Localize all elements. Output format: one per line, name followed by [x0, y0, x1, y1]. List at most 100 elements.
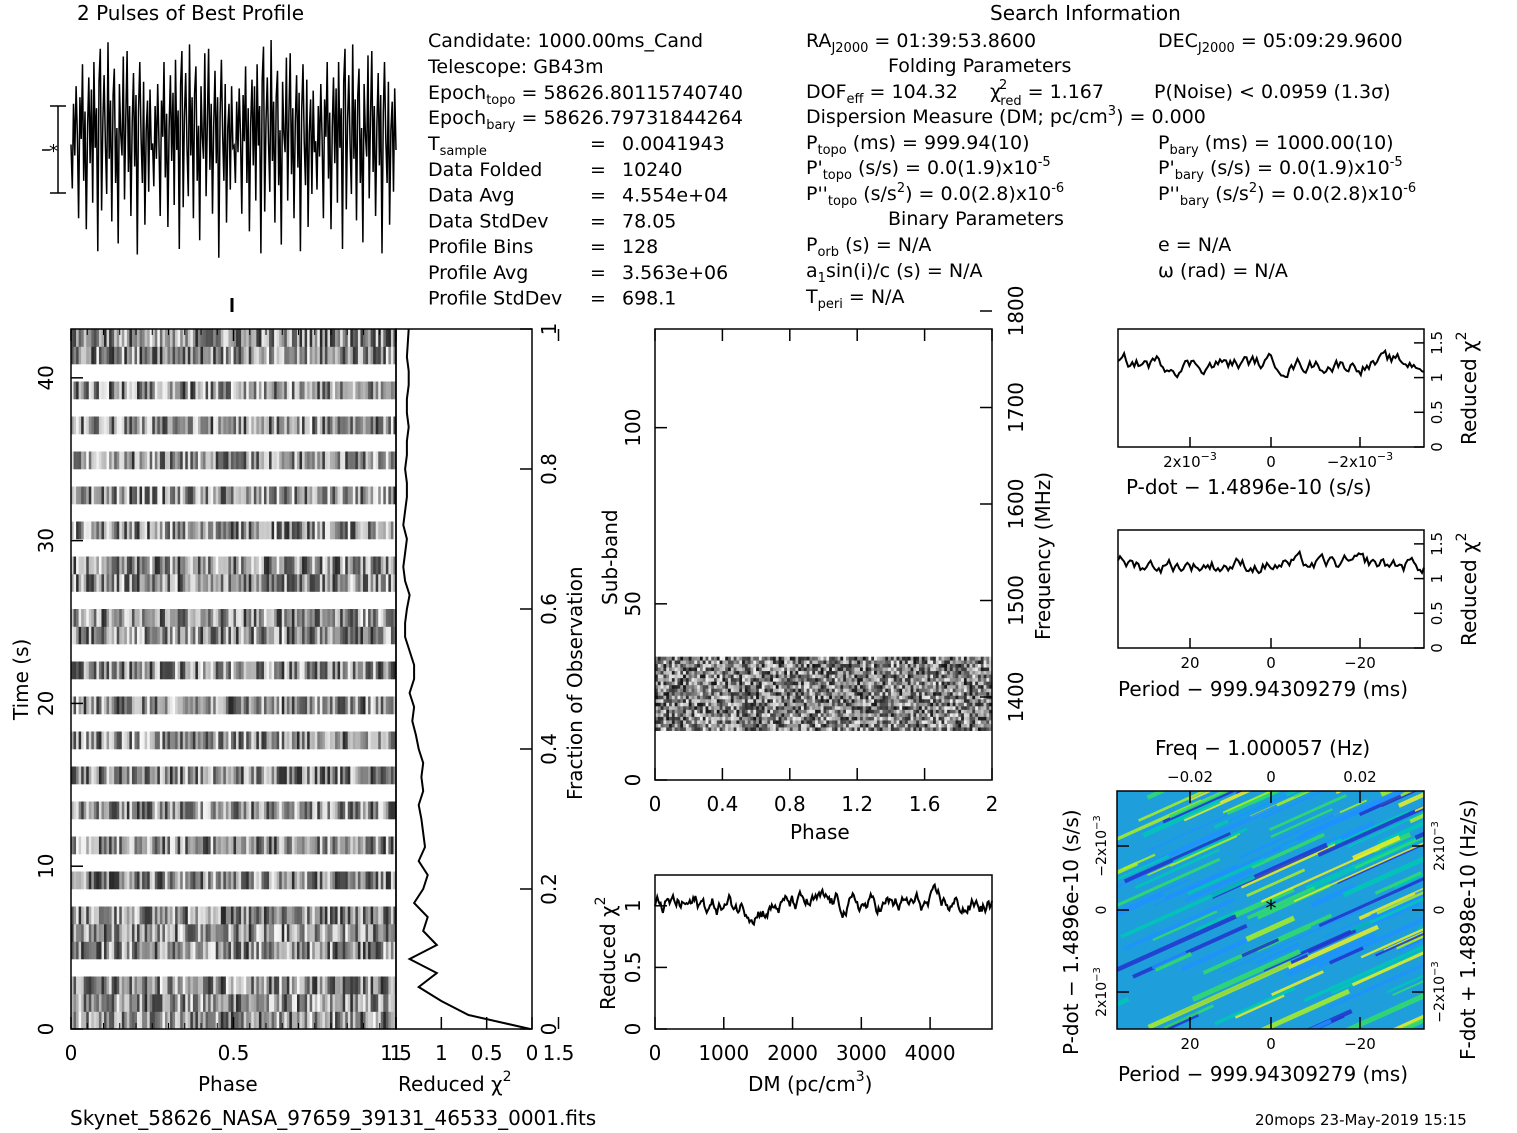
subband-cell	[663, 688, 667, 693]
subband-cell	[685, 684, 689, 689]
subband-cell	[820, 684, 824, 689]
time-phase-cell	[159, 381, 163, 400]
subband-cell	[655, 716, 659, 721]
subband-cell	[944, 709, 948, 714]
subband-cell	[801, 691, 805, 696]
time-phase-cell	[269, 906, 272, 925]
time-phase-cell	[246, 416, 250, 435]
subband-cell	[930, 720, 934, 724]
time-phase-cell	[106, 836, 110, 855]
subband-cell	[952, 720, 956, 724]
time-phase-cell	[76, 924, 79, 942]
time-phase-cell	[175, 836, 178, 855]
subband-cell	[786, 713, 791, 717]
time-phase-cell	[200, 924, 204, 942]
time-phase-cell	[167, 801, 171, 820]
subband-cell	[764, 684, 768, 689]
subband-cell	[792, 723, 796, 728]
time-phase-cell	[220, 556, 224, 575]
time-phase-cell	[225, 574, 229, 592]
time-phase-cell	[78, 871, 82, 890]
subband-cell	[899, 684, 903, 689]
subband-cell	[885, 709, 889, 714]
time-phase-cell	[228, 416, 232, 435]
subband-cell	[989, 727, 993, 731]
time-phase-cell	[253, 801, 257, 820]
subband-cell	[736, 713, 740, 717]
time-phase-cell	[124, 346, 128, 365]
time-phase-cell	[144, 871, 148, 890]
time-phase-cell	[114, 521, 117, 540]
time-phase-cell	[266, 574, 270, 592]
subband-cell	[784, 709, 788, 714]
subband-cell	[702, 713, 706, 717]
time-phase-cell	[139, 486, 143, 505]
time-phase-cell	[157, 451, 161, 470]
subband-cell	[742, 702, 746, 707]
time-phase-cell	[203, 381, 206, 400]
time-phase-cell	[83, 836, 87, 855]
time-phase-cell	[352, 766, 356, 785]
subband-cell	[904, 706, 909, 710]
subband-cell	[691, 681, 695, 686]
time-phase-cell	[378, 661, 382, 680]
time-phase-cell	[342, 906, 346, 925]
time-phase-cell	[119, 696, 123, 715]
time-phase-cell	[243, 661, 247, 680]
time-phase-cell	[271, 871, 275, 890]
time-phase-cell	[98, 574, 102, 592]
time-phase-cell	[159, 329, 163, 347]
time-phase-cell	[124, 451, 128, 470]
subband-cell	[725, 684, 729, 689]
subband-cell	[924, 702, 928, 707]
time-phase-cell	[388, 696, 392, 715]
time-phase-cell	[368, 451, 371, 470]
time-phase-cell	[129, 696, 133, 715]
subband-cell	[685, 681, 689, 686]
time-phase-cell	[360, 626, 364, 645]
time-phase-cell	[360, 521, 364, 540]
time-phase-cell	[248, 521, 252, 540]
subband-cell	[952, 684, 956, 689]
time-phase-cell	[192, 416, 196, 435]
time-phase-cell	[266, 609, 270, 627]
time-phase-cell	[271, 416, 275, 435]
time-phase-cell	[253, 836, 257, 855]
time-phase-cell	[243, 871, 247, 890]
time-phase-cell	[180, 941, 184, 960]
time-phase-cell	[162, 661, 166, 680]
time-phase-cell	[269, 381, 272, 400]
time-phase-cell	[236, 486, 239, 505]
subband-cell	[857, 702, 861, 707]
time-phase-cell	[182, 416, 186, 435]
subband-cell	[927, 684, 931, 689]
subband-cell	[784, 727, 788, 731]
fraction-tick-label: 0	[537, 1023, 561, 1036]
time-phase-cell	[114, 346, 117, 365]
time-phase-cell	[362, 574, 366, 592]
time-phase-cell	[213, 731, 217, 750]
time-phase-cell	[269, 609, 272, 627]
subband-cell	[770, 684, 774, 689]
time-phase-cell	[340, 906, 343, 925]
subband-cell	[815, 677, 819, 682]
subband-cell	[913, 691, 917, 696]
time-phase-cell	[205, 994, 209, 1012]
time-phase-cell	[223, 626, 227, 645]
time-phase-cell	[284, 871, 288, 890]
subband-cell	[893, 713, 897, 717]
time-phase-cell	[294, 836, 298, 855]
time-phase-cell	[373, 696, 376, 715]
subband-cell	[778, 702, 782, 707]
time-phase-cell	[281, 416, 285, 435]
subband-cell	[921, 695, 925, 700]
time-phase-cell	[304, 626, 308, 645]
subband-cell	[674, 677, 678, 682]
time-phase-cell	[322, 556, 326, 575]
subband-cell	[669, 709, 673, 714]
time-phase-cell	[248, 696, 252, 715]
subband-cell	[904, 691, 909, 696]
time-phase-cell	[350, 661, 354, 680]
time-phase-cell	[213, 574, 217, 592]
time-phase-cell	[147, 871, 151, 890]
